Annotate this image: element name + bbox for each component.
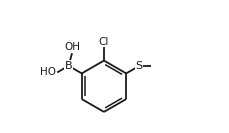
Text: OH: OH xyxy=(64,42,80,52)
Text: Cl: Cl xyxy=(99,37,109,47)
Text: S: S xyxy=(135,61,142,71)
Text: B: B xyxy=(65,61,72,71)
Text: HO: HO xyxy=(40,67,56,77)
